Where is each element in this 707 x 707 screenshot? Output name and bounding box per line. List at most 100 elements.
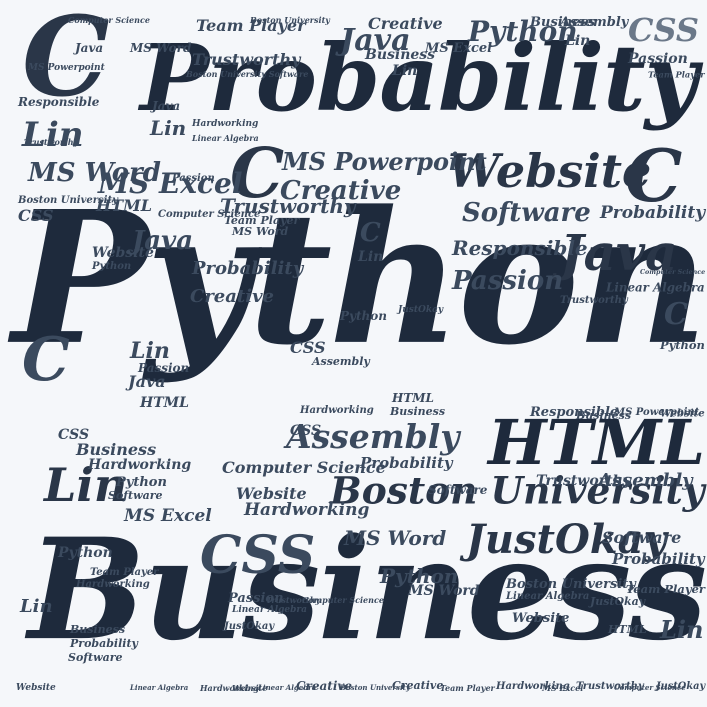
word-python: Python <box>12 171 707 386</box>
word-creative-top: Creative <box>368 14 443 33</box>
word-team-player-top: Team Player <box>196 16 306 35</box>
word-probability-lower: Probability <box>360 454 453 472</box>
word-java-center: Java <box>128 372 166 391</box>
word-java-mid-left: Java <box>152 99 181 113</box>
word-html-lower-right: HTML <box>608 623 647 636</box>
word-boston-university-software: Boston University Software <box>186 69 309 79</box>
word-ms-word-top: MS Word <box>130 41 192 55</box>
word-c-large-middle: C <box>230 134 285 214</box>
word-hardworking-center: Hardworking <box>88 457 192 473</box>
word-ms-word-lower-right: MS Word <box>408 583 480 599</box>
word-python-center-left: Python <box>116 475 167 490</box>
word-passion: Passion <box>452 266 564 296</box>
word-linear-algebra-top: Linear Algebra <box>192 133 259 143</box>
word-lin-right: Lin <box>660 615 704 644</box>
word-team-player-bottom: Team Player <box>440 683 495 693</box>
word-boston-university-bottom: Boston University <box>340 683 410 692</box>
word-ms-powerpoint: MS Powerpoint <box>282 147 487 176</box>
word-python-lower-left: Python <box>58 545 113 561</box>
word-trustworthy-mid-right: Trustworthy <box>560 295 628 306</box>
word-python-top: Python <box>468 15 578 48</box>
word-linear-algebra-bottom-mid: Linear Algebra <box>258 683 317 692</box>
word-trustworthy-bottom: Trustworthy <box>576 681 644 692</box>
word-c-left-middle: C <box>22 325 70 395</box>
word-ms-excel: MS Excel <box>98 167 243 200</box>
word-trustworthy-mid: Trustworthy <box>220 194 356 218</box>
word-creative-bottom-right: Creative <box>392 679 444 692</box>
word-computer-science-top: Computer Science <box>68 15 150 25</box>
word-trustworthy-small: Trustworthy <box>24 137 79 147</box>
word-linear-algebra-bottom: Linear Algebra <box>130 683 189 692</box>
word-css-top-right: CSS <box>628 11 699 49</box>
word-trustworthy-lower: Trustworthy <box>266 595 321 605</box>
word-business-lower-left: Business <box>70 623 126 636</box>
word-website-left-small: Website <box>92 245 154 261</box>
word-ms-word-lower: MS Word <box>344 526 447 550</box>
word-boston-university-top: Boston University <box>250 15 330 25</box>
word-python-right: Python <box>660 339 705 353</box>
word-lin-top-right: Lin <box>565 33 591 49</box>
word-java-left: Java <box>132 226 194 256</box>
word-passion-lower: Passion <box>228 591 284 606</box>
word-probability: Probability <box>140 24 698 132</box>
word-ms-excel-top: MS Excel <box>425 41 493 56</box>
word-css-left: CSS <box>18 206 54 225</box>
word-software-mid: Software <box>462 198 591 228</box>
word-assembly-center: Assembly <box>312 355 370 368</box>
word-team-player-top-right: Team Player <box>648 71 705 81</box>
word-software-center-left: Software <box>108 489 163 502</box>
word-java-top: Java <box>340 23 411 58</box>
word-probability-mid: Probability <box>600 203 706 223</box>
word-assembly-large: Assembly <box>286 417 460 456</box>
word-lin-top-mid: Lin <box>392 63 418 79</box>
word-css-lower: CSS <box>290 423 322 439</box>
word-c-large-right: C <box>625 133 683 218</box>
word-assembly-right: Assembly <box>598 470 693 491</box>
word-c-large-left: C <box>22 0 110 121</box>
word-c-right-mid: C <box>664 297 688 332</box>
word-justokay-bottom: JustOkay <box>656 681 706 692</box>
word-computer-science-left: Computer Science <box>222 458 386 477</box>
word-boston-university-left: Boston University <box>18 195 118 206</box>
word-justokay-center: JustOkay <box>398 305 444 315</box>
word-passion-left: Passion <box>172 173 215 184</box>
word-lin-center: Lin <box>130 338 170 364</box>
word-c-mid-small: C <box>360 218 381 248</box>
word-website-right-mid: Website <box>660 407 705 420</box>
word-css-center: CSS <box>290 338 326 357</box>
word-business: Business <box>28 507 707 672</box>
word-java-top-left: Java <box>75 41 104 55</box>
word-lin-top: Lin <box>22 115 84 155</box>
word-passion-center: Passion <box>138 361 190 375</box>
word-hardworking-bottom: Hardworking <box>200 683 259 693</box>
word-boston-university: Boston University <box>330 468 705 513</box>
word-ms-word: MS Word <box>28 158 161 188</box>
word-creative-bottom: Creative <box>296 679 352 693</box>
word-business-center-left: Business <box>76 440 157 459</box>
word-linear-algebra-mid: Linear Algebra <box>606 281 705 295</box>
word-business-right: Business <box>576 409 632 422</box>
word-computer-science-lower: Computer Science <box>302 595 384 605</box>
word-html-large: HTML <box>488 406 705 479</box>
word-hardworking-bottom-right: Hardworking <box>496 681 570 692</box>
word-lin-lower-left: Lin <box>20 596 53 617</box>
word-software-lower: Software <box>602 528 682 547</box>
word-website-bottom-mid: Website <box>232 683 268 693</box>
word-ms-word-mid: MS Word <box>232 225 289 238</box>
word-team-player-lower-left: Team Player <box>90 567 159 578</box>
word-ms-powerpoint-right: MS Powerpoint <box>614 407 700 418</box>
word-business-center-right: Business <box>390 405 446 418</box>
word-css-large: CSS <box>200 525 316 586</box>
word-lin-large: Lin <box>44 458 128 512</box>
word-linear-algebra-lower: Linear Algebra <box>232 605 308 615</box>
word-html-left: HTML <box>96 196 152 215</box>
word-lin-mid: Lin <box>150 116 187 140</box>
word-business-top-right: Business <box>530 15 596 30</box>
word-lin-mid-right: Lin <box>358 249 384 265</box>
word-probability-lower-right: Probability <box>612 550 705 568</box>
word-python-left-small: Python <box>92 261 132 272</box>
word-creative-left: Creative <box>190 286 274 307</box>
word-assembly-top: Assembly <box>560 15 629 30</box>
word-linear-algebra-lower-right: Linear Algebra <box>506 591 590 602</box>
